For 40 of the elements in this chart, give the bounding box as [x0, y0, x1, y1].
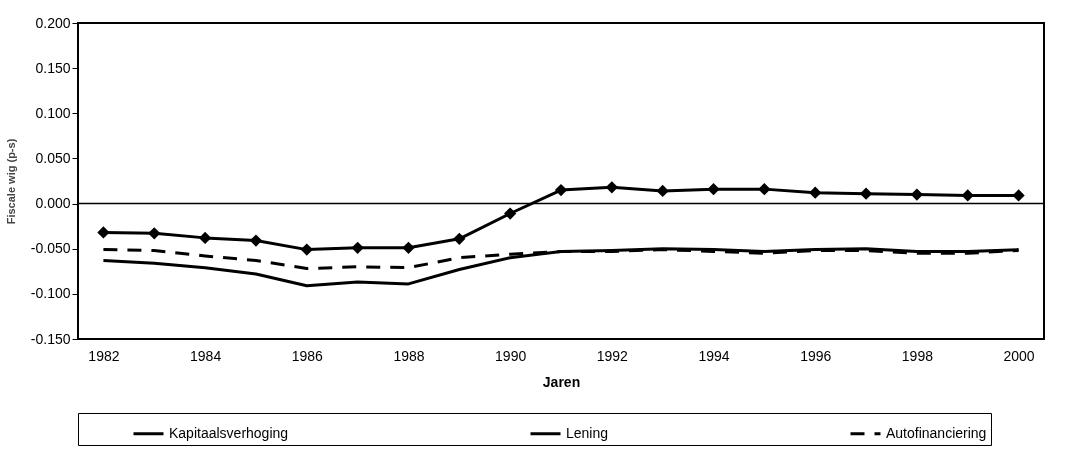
legend-label: Autofinanciering — [886, 424, 987, 441]
point — [198, 231, 212, 244]
x-tick-label: 1982 — [88, 347, 120, 364]
point — [97, 226, 110, 239]
y-axis-title: Fiscale wig (p-s) — [4, 138, 17, 225]
point — [707, 183, 720, 196]
y-tick-label: -0.050 — [30, 240, 71, 257]
x-tick-label: 1998 — [901, 347, 934, 364]
x-tick-label: 1986 — [291, 347, 324, 364]
y-tick-label: 0.200 — [35, 14, 71, 31]
x-tick-label: 1988 — [393, 347, 425, 364]
legend-label: Lening — [566, 424, 609, 441]
x-tick-label: 1992 — [596, 347, 629, 364]
legend-label: Kapitaalsverhoging — [169, 424, 289, 441]
point — [300, 243, 313, 256]
y-tick-label: -0.100 — [30, 285, 71, 302]
point — [656, 184, 669, 198]
point — [809, 186, 822, 199]
point — [859, 187, 873, 200]
y-tick-label: -0.150 — [30, 330, 71, 347]
x-tick-label: 1994 — [698, 347, 730, 364]
x-tick-label: 1996 — [800, 347, 832, 364]
point — [402, 241, 415, 254]
point — [504, 207, 517, 220]
x-tick-label: 2000 — [1003, 347, 1035, 364]
point — [961, 189, 974, 202]
x-tick-label: 1990 — [495, 347, 527, 364]
point — [148, 227, 161, 240]
y-tick-label: 0.050 — [35, 149, 71, 166]
point — [351, 241, 364, 254]
point — [554, 183, 568, 197]
point — [249, 234, 263, 247]
y-tick-label: 0.000 — [35, 195, 71, 212]
y-tick-label: 0.100 — [35, 104, 71, 121]
y-tick-label: 0.150 — [35, 59, 71, 76]
point — [453, 232, 466, 245]
x-tick-label: 1984 — [190, 347, 222, 364]
point — [758, 183, 771, 196]
x-axis-title: Jaren — [542, 373, 581, 390]
point — [910, 188, 924, 201]
